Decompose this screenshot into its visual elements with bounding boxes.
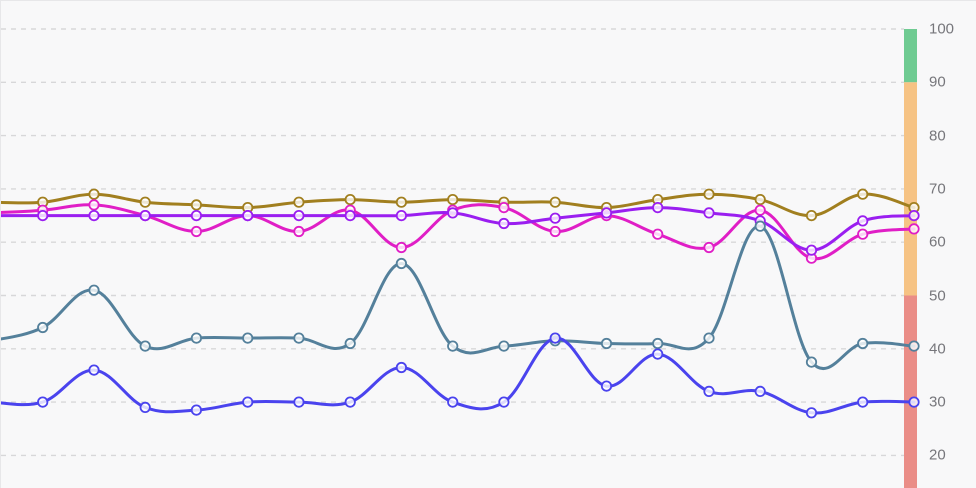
data-point-marker-magenta [908,223,920,235]
data-point-marker-blue [447,396,459,408]
data-point-marker-teal [754,220,766,232]
data-point-marker-dark-yellow [344,194,356,206]
data-point-marker-blue [600,380,613,392]
data-point-marker-purple [242,210,254,222]
data-point-marker-blue [88,364,100,376]
data-point-marker-blue [37,396,49,408]
y-axis-tick-label: 40 [929,340,946,358]
data-point-marker-purple [857,215,869,227]
data-point-marker-purple [498,217,510,230]
data-point-marker-teal [857,337,869,350]
data-point-marker-purple [600,207,613,219]
data-point-marker-teal [293,332,305,344]
data-point-marker-blue [242,396,254,408]
data-point-marker-purple [447,207,459,219]
threshold-band-warning [904,82,917,296]
data-point-marker-magenta [498,202,510,214]
data-point-marker-dark-yellow [190,199,202,211]
data-point-marker-magenta [857,228,869,240]
data-point-marker-blue [293,396,305,408]
data-point-marker-dark-yellow [857,188,869,200]
data-point-marker-teal [37,321,49,334]
data-point-marker-teal [344,337,356,350]
data-point-marker-dark-yellow [805,210,818,222]
data-point-marker-magenta [549,225,561,238]
data-point-marker-blue [139,401,151,413]
data-point-marker-purple [344,210,356,222]
data-point-marker-purple [395,210,407,222]
data-point-marker-teal [395,257,407,270]
data-point-marker-dark-yellow [293,196,305,208]
data-point-marker-magenta [703,241,715,254]
data-point-marker-blue [805,407,818,419]
data-point-marker-dark-yellow [754,194,766,206]
data-point-marker-dark-yellow [447,194,459,206]
data-point-marker-purple [549,212,561,224]
data-point-marker-blue [190,404,202,416]
data-point-marker-blue [652,348,664,360]
data-point-marker-purple [190,210,202,222]
data-point-marker-purple [88,210,100,222]
data-point-marker-dark-yellow [88,188,100,200]
data-point-marker-purple [37,210,49,222]
data-point-marker-blue [754,385,766,397]
y-axis-tick-label: 80 [929,127,946,145]
data-point-marker-purple [703,207,715,219]
data-point-marker-blue [395,361,407,374]
data-point-marker-teal [805,356,818,368]
data-point-marker-blue [857,396,869,408]
y-axis-tick-label: 70 [929,180,946,198]
data-point-marker-magenta [754,204,766,216]
data-point-marker-purple [139,210,151,222]
data-point-marker-magenta [293,225,305,238]
data-point-marker-teal [447,340,459,352]
data-point-marker-dark-yellow [549,196,561,208]
data-point-marker-dark-yellow [703,188,715,200]
data-point-marker-blue [908,396,920,408]
data-point-marker-blue [703,385,715,397]
y-axis-tick-label: 30 [929,393,946,411]
y-axis-tick-label: 50 [929,287,946,304]
y-axis-tick-label: 90 [929,73,946,91]
data-point-marker-teal [498,340,510,352]
y-axis-tick-label: 100 [929,20,955,38]
data-point-marker-teal [908,340,920,352]
data-point-marker-teal [242,332,254,344]
data-point-marker-blue [549,332,561,344]
data-point-marker-purple [652,202,664,214]
threshold-band-bad [904,295,917,488]
y-axis-tick-label: 60 [929,233,946,251]
data-point-marker-teal [600,337,613,350]
y-axis-tick-label: 20 [929,446,946,464]
threshold-band-good [904,29,917,83]
data-point-marker-purple [805,244,818,256]
data-point-marker-teal [190,332,202,344]
data-point-marker-teal [703,332,715,344]
data-point-marker-blue [344,396,356,408]
data-point-marker-teal [88,284,100,296]
data-point-marker-blue [498,396,510,408]
data-point-marker-dark-yellow [139,196,151,208]
data-point-marker-teal [652,337,664,350]
data-point-marker-dark-yellow [395,196,407,208]
data-point-marker-magenta [88,199,100,211]
data-point-marker-purple [908,210,920,222]
data-point-marker-purple [293,210,305,222]
data-point-marker-magenta [190,225,202,238]
data-point-marker-magenta [652,228,664,240]
data-point-marker-teal [139,340,151,352]
data-point-marker-magenta [395,241,407,254]
